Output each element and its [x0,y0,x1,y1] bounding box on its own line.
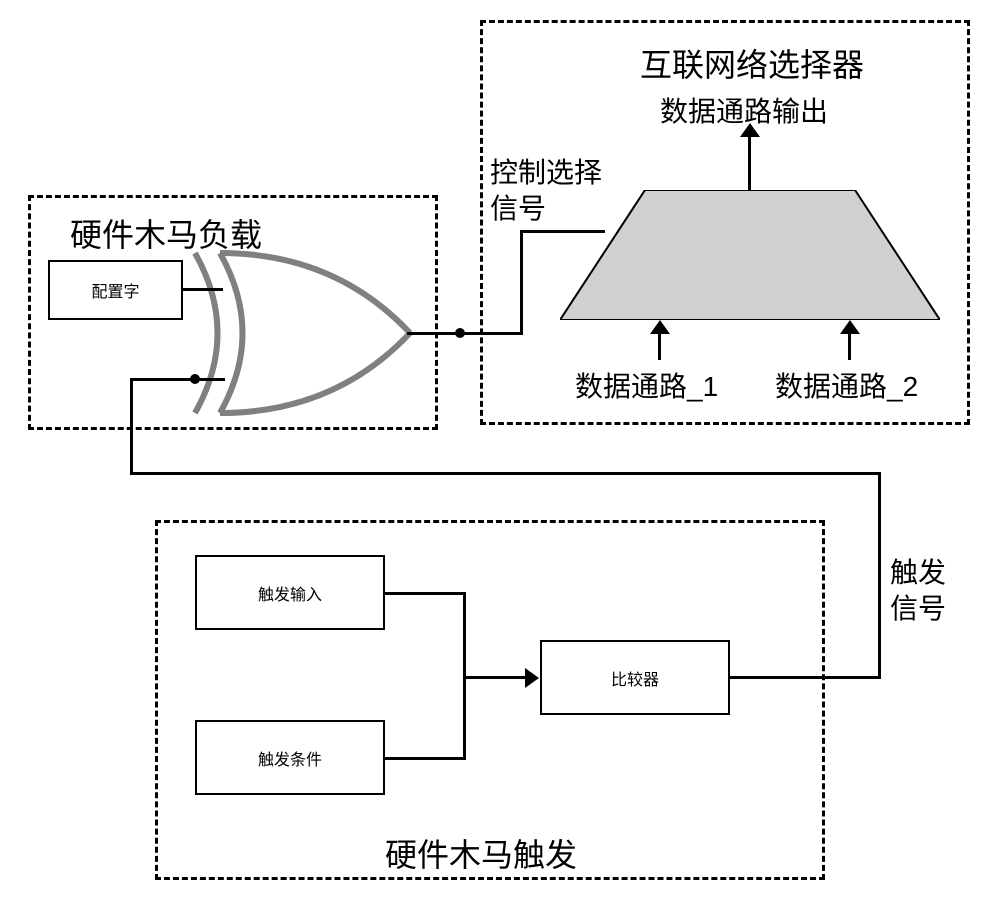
wire-mux-out [748,135,751,190]
arrow-mux-in1 [650,320,670,334]
mux-in1-label: 数据通路_1 [575,365,718,405]
wire-config-to-xor [183,288,223,291]
control-select-label: 控制选择信号 [490,155,602,228]
wire-mux-in1 [658,330,661,360]
xor-gate-icon [185,248,420,418]
wire-mux-in2 [848,330,851,360]
wire-ctrl-h2 [520,230,605,233]
trigger-condition-box: 触发条件 [195,720,385,795]
arrow-mux-out [740,123,760,137]
wire-comp-out-h [730,676,880,679]
dot-xor-in2 [190,374,200,384]
wire-trig-to-comp [463,676,528,679]
wire-comp-out-v2 [130,378,133,475]
config-word-label: 配置字 [91,278,139,302]
mux-shape [560,190,940,320]
trigger-signal-label: 触发信号 [890,555,946,628]
wire-trigcond-h [385,757,465,760]
wire-comp-out-v [878,472,881,679]
mux-in2-label: 数据通路_2 [775,365,918,405]
wire-comp-out-h2 [130,472,881,475]
trigger-condition-label: 触发条件 [258,746,322,770]
arrow-mux-in2 [840,320,860,334]
selector-title: 互联网络选择器 [640,40,864,86]
wire-trigin-h [385,592,465,595]
trigger-input-label: 触发输入 [258,581,322,605]
comparator-label: 比较器 [611,666,659,690]
trigger-input-box: 触发输入 [195,555,385,630]
comparator-box: 比较器 [540,640,730,715]
diagram-canvas: 硬件木马负载 配置字 互联网络选择器 数据通路输出 数据通路_1 数据通路_2 … [0,0,1000,909]
wire-comp-out-h3 [130,378,225,381]
config-word-box: 配置字 [48,260,183,320]
arrow-to-comp [525,668,539,688]
dot-xor-out [455,328,465,338]
wire-ctrl-v [520,230,523,335]
trigger-title: 硬件木马触发 [385,830,577,876]
